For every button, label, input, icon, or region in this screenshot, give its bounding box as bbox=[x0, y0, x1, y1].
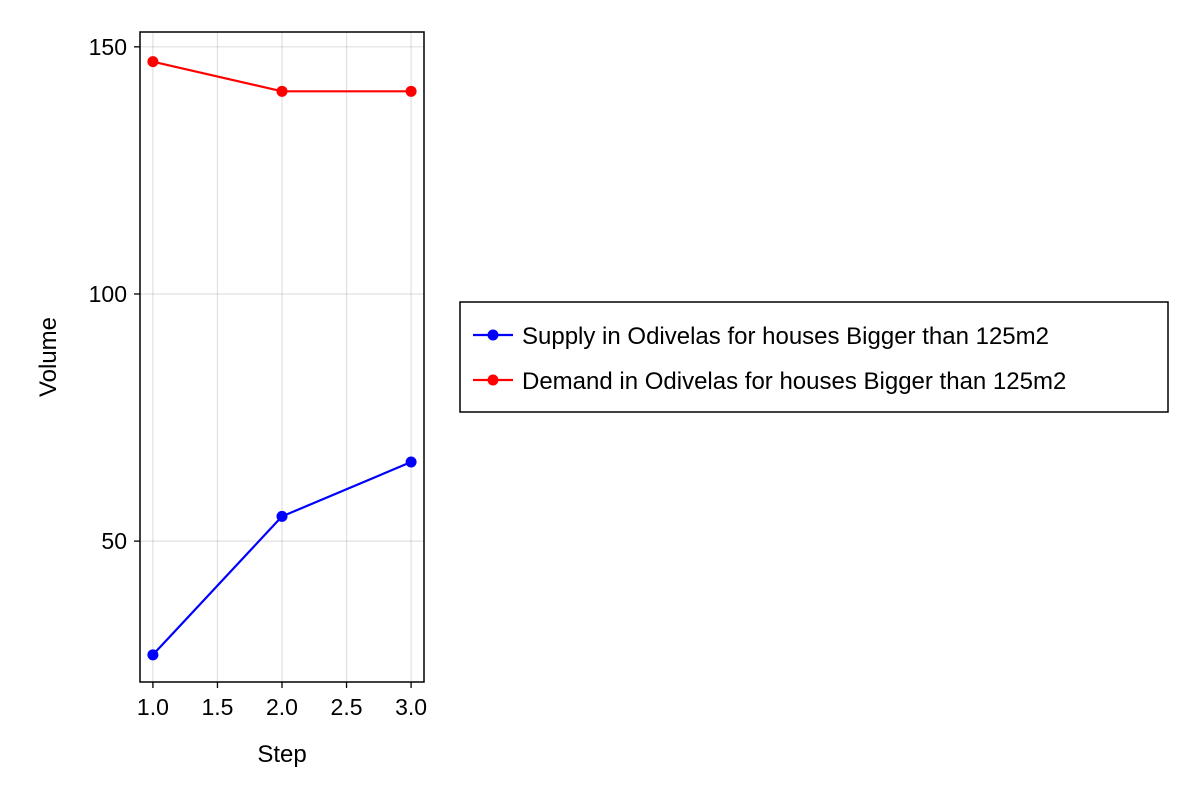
y-tick-label: 150 bbox=[89, 34, 127, 60]
x-tick-label: 1.5 bbox=[201, 694, 233, 720]
x-axis-title: Step bbox=[257, 741, 306, 768]
y-tick-label: 50 bbox=[101, 528, 127, 554]
legend-label-demand: Demand in Odivelas for houses Bigger tha… bbox=[522, 368, 1066, 395]
x-tick-label: 1.0 bbox=[137, 694, 169, 720]
legend-entry-supply: Supply in Odivelas for houses Bigger tha… bbox=[473, 323, 1049, 350]
x-tick-label: 2.0 bbox=[266, 694, 298, 720]
x-tick-label: 3.0 bbox=[395, 694, 427, 720]
axis-ticks: 1.0 1.5 2.0 2.5 3.0 50 100 150 bbox=[89, 34, 427, 720]
x-tick-label: 2.5 bbox=[331, 694, 363, 720]
grid-lines bbox=[140, 32, 424, 682]
data-series bbox=[147, 56, 417, 661]
y-tick-label: 100 bbox=[89, 281, 127, 307]
legend-marker-demand bbox=[487, 374, 499, 386]
data-point bbox=[276, 510, 288, 522]
data-point bbox=[147, 649, 159, 661]
data-point bbox=[276, 85, 288, 97]
legend-marker-supply bbox=[487, 329, 499, 341]
data-point bbox=[405, 456, 417, 468]
data-point bbox=[147, 56, 159, 68]
legend-entry-demand: Demand in Odivelas for houses Bigger tha… bbox=[473, 368, 1066, 395]
legend: Supply in Odivelas for houses Bigger tha… bbox=[459, 301, 1169, 413]
y-axis-title: Volume bbox=[35, 317, 62, 397]
series-1 bbox=[147, 56, 417, 97]
legend-box bbox=[459, 301, 1169, 413]
series-0 bbox=[147, 456, 417, 661]
legend-label-supply: Supply in Odivelas for houses Bigger tha… bbox=[522, 323, 1049, 350]
data-point bbox=[405, 85, 417, 97]
